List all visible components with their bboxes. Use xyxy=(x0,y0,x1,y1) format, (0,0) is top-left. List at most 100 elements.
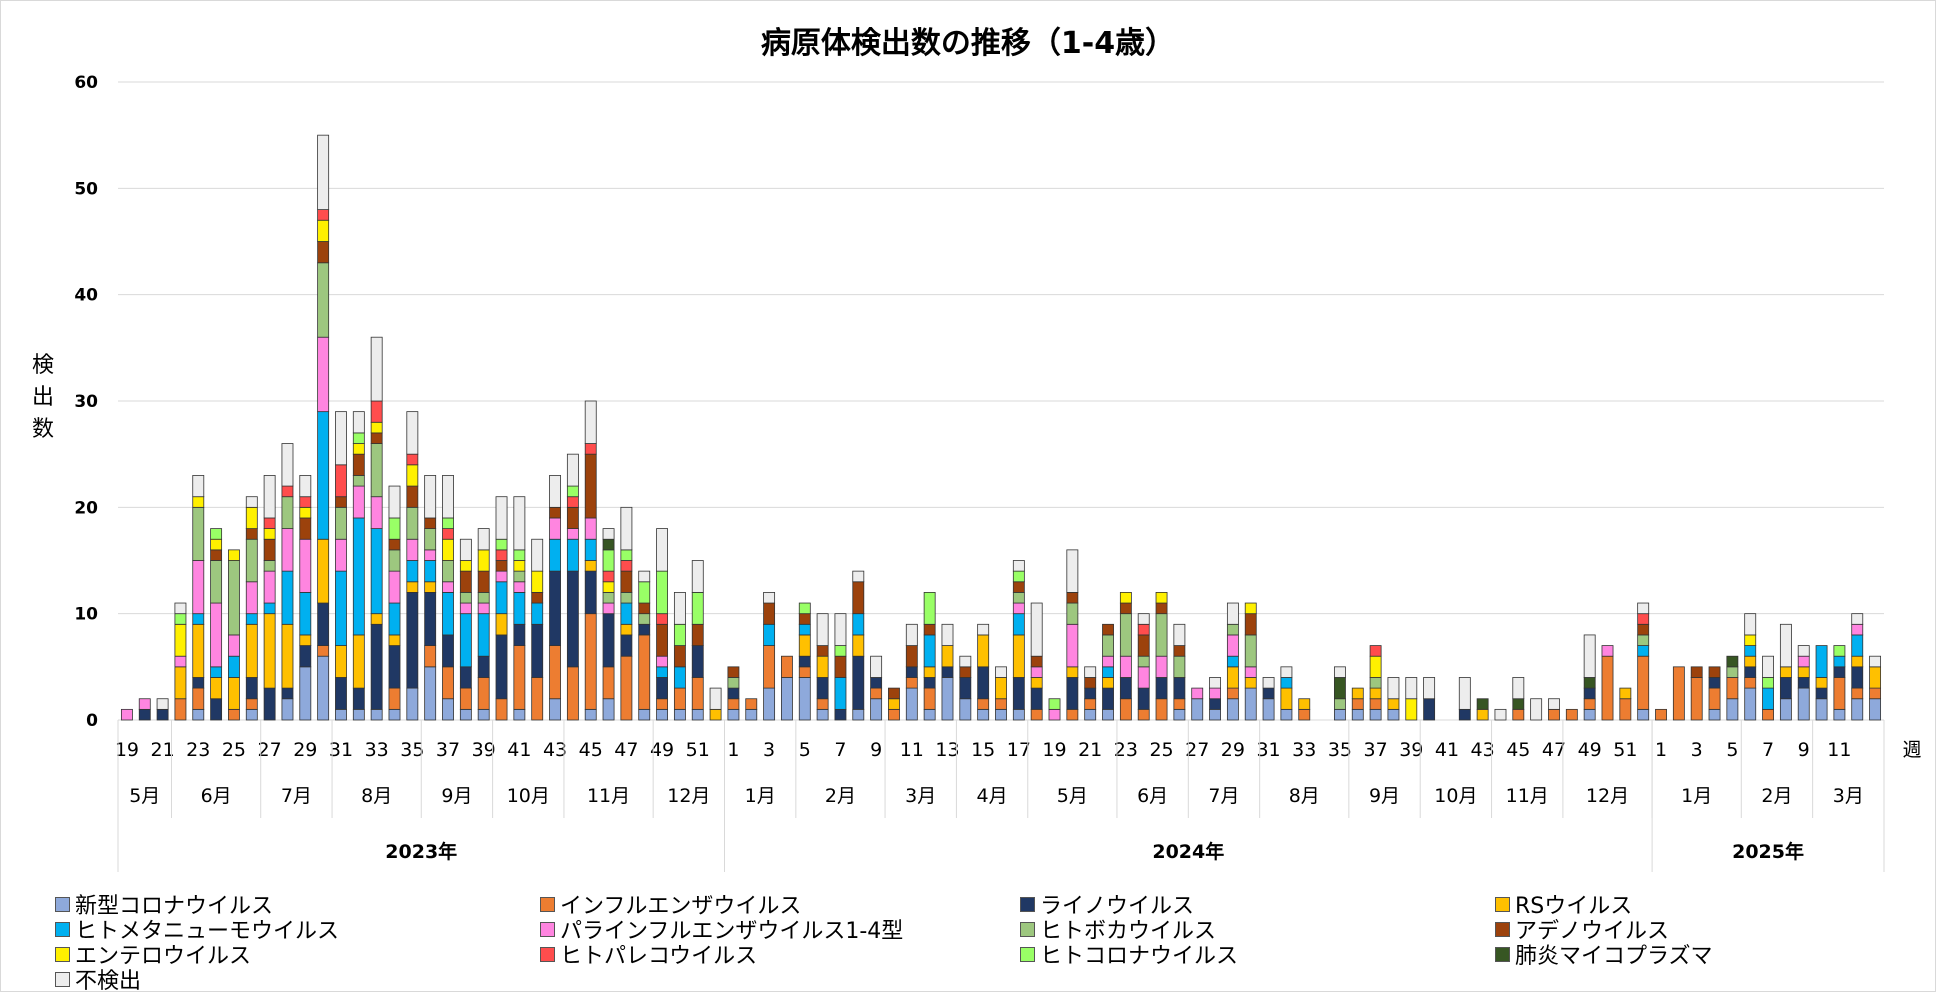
bar-segment xyxy=(584,613,597,710)
bar-segment xyxy=(174,666,187,700)
bar-segment xyxy=(210,538,223,551)
bar-segment xyxy=(923,687,936,710)
bar-segment xyxy=(691,623,704,646)
bar-segment xyxy=(1209,687,1221,700)
bar-segment xyxy=(1155,602,1168,615)
month-label: 3月 xyxy=(905,785,936,807)
bar-segment xyxy=(299,645,312,668)
bar-segment xyxy=(299,592,312,636)
bar-segment xyxy=(852,613,865,636)
bar-segment xyxy=(602,613,615,668)
bar-segment xyxy=(763,592,776,604)
bar-segment xyxy=(352,517,365,636)
bar-segment xyxy=(1102,634,1114,657)
bar-segment xyxy=(442,528,454,540)
bar-segment xyxy=(620,634,633,657)
bar-segment xyxy=(1708,708,1721,721)
bar-segment xyxy=(459,570,472,593)
month-label: 1月 xyxy=(1681,785,1712,807)
bar-segment xyxy=(1137,634,1150,657)
bar-segment xyxy=(192,623,205,678)
bar-segment xyxy=(656,698,669,710)
legend-swatch xyxy=(55,946,70,962)
month-label: 4月 xyxy=(977,785,1008,807)
bar-segment xyxy=(228,677,240,710)
bar-segment xyxy=(495,634,508,700)
bar-segment xyxy=(1102,666,1114,678)
x-tick-label: 17 xyxy=(1007,739,1031,761)
bar-segment xyxy=(352,475,365,487)
bar-segment xyxy=(335,677,347,710)
bar-segment xyxy=(1173,655,1186,678)
bar-segment xyxy=(174,602,187,615)
bar-segment xyxy=(1084,698,1097,710)
x-tick-label: 51 xyxy=(686,739,710,761)
bar-segment xyxy=(281,687,294,700)
legend-label: ヒトパレコウイルス xyxy=(560,944,758,969)
chart-title: 病原体検出数の推移（1-4歳） xyxy=(760,26,1176,61)
bar-segment xyxy=(1601,645,1614,657)
bar-segment xyxy=(1869,698,1882,721)
x-tick-label: 29 xyxy=(1221,739,1245,761)
bar-segment xyxy=(1048,708,1061,721)
bar-segment xyxy=(888,708,900,721)
bar-segment xyxy=(210,677,223,700)
bar-segment xyxy=(495,613,508,636)
bar-segment xyxy=(1244,634,1257,668)
legend-item: 新型コロナウイルス xyxy=(55,888,273,920)
bar-segment xyxy=(1333,677,1346,700)
bar-segment xyxy=(370,336,383,402)
month-label: 8月 xyxy=(361,785,392,807)
bar-segment xyxy=(673,666,686,689)
bar-segment xyxy=(406,506,419,540)
bar-segment xyxy=(459,560,472,572)
bar-segment xyxy=(299,506,312,519)
bar-segment xyxy=(1458,708,1471,721)
month-label: 11月 xyxy=(1506,785,1549,807)
x-tick-label: 5 xyxy=(1726,739,1738,761)
month-label: 2月 xyxy=(1761,785,1792,807)
bar-segment xyxy=(1030,655,1043,668)
bar-segment xyxy=(1137,655,1150,668)
x-tick-label: 39 xyxy=(472,739,496,761)
bar-segment xyxy=(513,645,526,710)
bar-segment xyxy=(584,560,597,572)
legend-item: パラインフルエンザウイルス1-4型 xyxy=(540,913,903,945)
x-tick-label: 51 xyxy=(1613,739,1637,761)
bar-segment xyxy=(1815,645,1828,678)
bar-segment xyxy=(1262,687,1275,700)
bar-segment xyxy=(370,613,383,625)
bar-segment xyxy=(584,443,597,455)
bar-segment xyxy=(424,560,437,583)
bar-segment xyxy=(1137,708,1150,721)
bar-segment xyxy=(370,528,383,615)
bar-segment xyxy=(192,560,205,615)
bar-segment xyxy=(317,655,330,721)
bar-segment xyxy=(1637,623,1650,636)
legend-swatch xyxy=(1020,946,1035,962)
x-tick-label: 31 xyxy=(1256,739,1280,761)
bar-segment xyxy=(335,708,347,721)
bar-segment xyxy=(495,549,508,561)
bar-segment xyxy=(620,570,633,593)
bar-segment xyxy=(228,655,240,678)
bar-segment xyxy=(1369,708,1382,721)
legend-label: 不検出 xyxy=(75,969,142,994)
bar-segment xyxy=(477,592,490,604)
bar-segment xyxy=(1869,655,1882,668)
x-tick-label: 39 xyxy=(1399,739,1423,761)
bar-segment xyxy=(1637,655,1650,710)
bar-segment xyxy=(620,549,633,561)
bar-segment xyxy=(210,698,223,721)
bar-segment xyxy=(1030,687,1043,710)
bar-segment xyxy=(673,687,686,710)
bar-segment xyxy=(870,655,883,678)
bar-segment xyxy=(620,560,633,572)
bar-segment xyxy=(1084,687,1097,700)
bar-segment xyxy=(335,506,347,540)
bar-segment xyxy=(1226,655,1239,668)
bar-segment xyxy=(442,666,454,700)
bar-segment xyxy=(1833,666,1846,678)
bar-segment xyxy=(1744,655,1757,668)
bar-segment xyxy=(852,570,865,583)
